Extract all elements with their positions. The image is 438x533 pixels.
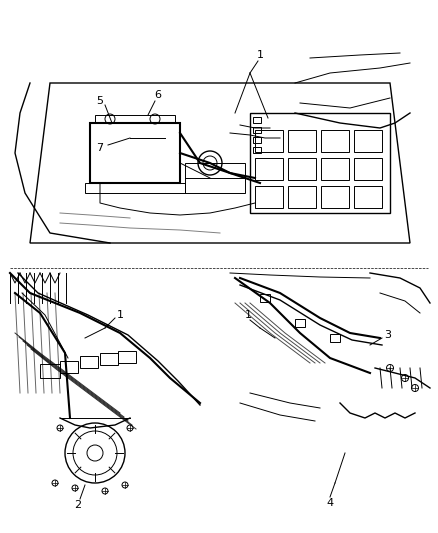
Bar (253, 117, 261, 123)
Bar (80, 356, 98, 368)
Text: 6: 6 (155, 90, 162, 100)
Bar (321, 130, 349, 152)
Bar (288, 186, 316, 208)
Bar (253, 127, 261, 133)
Bar (354, 130, 382, 152)
Bar (253, 137, 261, 143)
Text: 1: 1 (244, 310, 251, 320)
Bar (354, 186, 382, 208)
Text: 2: 2 (74, 500, 81, 510)
Text: 7: 7 (96, 143, 103, 153)
Bar (255, 130, 283, 152)
Bar (253, 147, 261, 153)
Bar (321, 186, 349, 208)
Bar (60, 361, 78, 373)
Bar (40, 364, 60, 378)
Bar (330, 334, 340, 342)
Bar (90, 123, 180, 183)
Bar (295, 319, 305, 327)
Text: 4: 4 (326, 498, 334, 508)
Bar (321, 158, 349, 180)
Bar (255, 158, 283, 180)
Bar (118, 351, 136, 363)
Bar (255, 186, 283, 208)
Bar (95, 115, 175, 123)
Bar (354, 158, 382, 180)
Bar (288, 158, 316, 180)
Bar (250, 113, 390, 213)
Bar (185, 163, 245, 193)
Bar (288, 130, 316, 152)
Text: 1: 1 (257, 50, 264, 60)
Text: 5: 5 (96, 96, 103, 106)
Bar (260, 294, 270, 302)
Text: 3: 3 (385, 330, 392, 340)
Bar (100, 353, 118, 365)
Bar (85, 183, 185, 193)
Text: 1: 1 (117, 310, 124, 320)
